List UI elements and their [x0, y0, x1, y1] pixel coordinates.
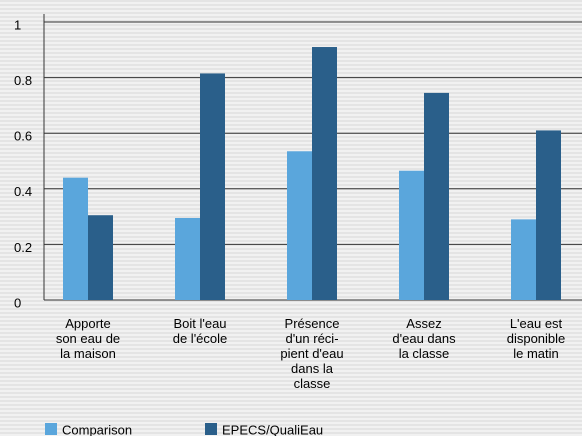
y-tick-label: 0.2 — [14, 240, 32, 255]
legend-swatch — [45, 423, 57, 435]
bar — [399, 170, 424, 300]
bar — [88, 215, 113, 300]
y-tick-label: 1 — [14, 17, 21, 32]
legend-swatch — [205, 423, 217, 435]
y-tick-label: 0.6 — [14, 129, 32, 144]
x-tick-label: Présence d'un réci-pient d'eau dans la clas… — [280, 316, 343, 391]
bar — [312, 47, 337, 300]
y-tick-label: 0.8 — [14, 73, 32, 88]
bar — [511, 219, 536, 300]
bar — [536, 130, 561, 300]
x-tick-label: Assez d'eau dans la classe — [392, 316, 456, 361]
x-tick-label: Boit l'eau de l'école — [173, 316, 228, 346]
bar — [200, 73, 225, 301]
legend-label: EPECS/QualiEau — [222, 422, 323, 436]
x-tick-label: L'eau est disponible le matin — [507, 316, 566, 361]
bar — [424, 92, 449, 300]
y-tick-label: 0 — [14, 295, 21, 310]
bar — [175, 217, 200, 300]
bar — [63, 177, 88, 300]
y-tick-label: 0.4 — [14, 184, 32, 199]
x-tick-label: Apporte son eau de la maison — [56, 316, 120, 361]
bar — [287, 151, 312, 300]
legend-label: Comparison — [62, 422, 132, 436]
